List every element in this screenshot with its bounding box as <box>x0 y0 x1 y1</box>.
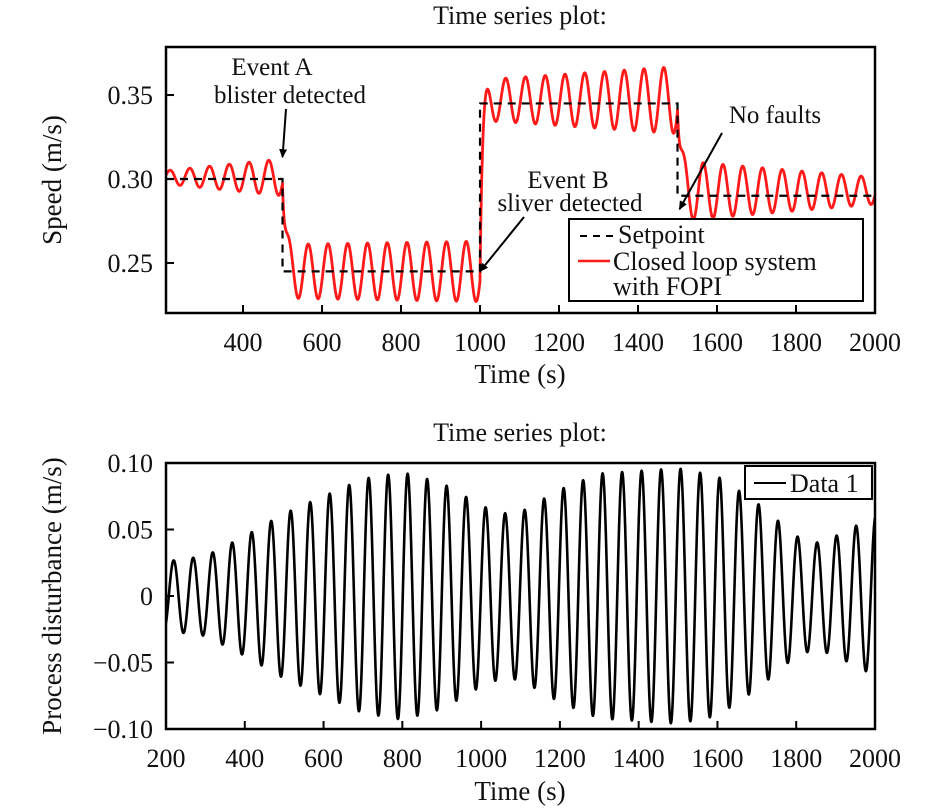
speed-plot-frame <box>164 45 877 315</box>
disturbance-y-tick-label: 0.10 <box>108 449 154 478</box>
annotation-event-a-text: blister detected <box>214 82 367 109</box>
legend-closed-loop-label-line1: Closed loop system <box>613 247 817 276</box>
annotation-event-a-text: Event A <box>231 54 312 81</box>
speed-legend-box <box>568 218 864 302</box>
disturbance-chart: Time series plot: Data 1 200 400 600 800 100… <box>37 418 901 806</box>
disturbance-x-tick-label: 1400 <box>613 744 665 773</box>
disturbance-x-tick-label: 200 <box>147 744 186 773</box>
speed-x-tick-label: 800 <box>382 328 421 357</box>
speed-x-tick-label: 1000 <box>454 328 506 357</box>
annotation-event-a-arrow <box>279 108 288 159</box>
speed-y-tick-label: 0.25 <box>108 249 154 278</box>
disturbance-chart-title: Time series plot: <box>433 418 607 447</box>
disturbance-x-tick-label: 400 <box>225 744 264 773</box>
speed-y-tick-label: 0.30 <box>108 165 154 194</box>
setpoint-series-line <box>167 102 874 273</box>
disturbance-x-tick-label: 600 <box>304 744 343 773</box>
disturbance-x-tick-label: 1600 <box>691 744 743 773</box>
disturbance-x-tick-label: 2000 <box>849 744 901 773</box>
speed-x-tick-label: 400 <box>224 328 263 357</box>
disturbance-x-tick-label: 1000 <box>455 744 507 773</box>
disturbance-x-tick-label: 800 <box>383 744 422 773</box>
disturbance-y-tick-label: −0.10 <box>93 715 153 744</box>
annotation-event-b-text: Event B <box>527 167 608 194</box>
speed-x-tick-label: 2000 <box>849 328 901 357</box>
speed-x-axis-label: Time (s) <box>474 359 565 389</box>
disturbance-x-tick-label: 1200 <box>534 744 586 773</box>
speed-y-axis-label: Speed (m/s) <box>37 115 67 245</box>
annotation-event-b-arrow <box>479 216 525 273</box>
annotation-no-faults-arrow <box>678 132 723 211</box>
disturbance-y-tick-label: 0.05 <box>108 516 154 545</box>
annotation-event-b-text: sliver detected <box>497 190 643 217</box>
speed-y-tick-label: 0.35 <box>108 81 154 110</box>
legend-closed-loop-label-line2: with FOPI <box>613 272 722 301</box>
disturbance-y-tick-label: 0 <box>140 582 153 611</box>
disturbance-x-axis-label: Time (s) <box>474 776 565 806</box>
speed-x-tick-label: 1200 <box>533 328 585 357</box>
annotation-no-faults-text: No faults <box>729 102 821 129</box>
speed-x-tick-label: 1400 <box>612 328 664 357</box>
speed-x-tick-label: 1600 <box>691 328 743 357</box>
data1-series-line <box>167 467 874 725</box>
disturbance-legend: Data 1 <box>744 465 873 500</box>
speed-legend: Setpoint Closed loop system with FOPI <box>568 218 864 302</box>
speed-x-tick-label: 1800 <box>770 328 822 357</box>
closed-loop-series-line <box>167 66 874 303</box>
speed-chart-title: Time series plot: <box>433 1 607 30</box>
disturbance-x-tick-label: 1800 <box>770 744 822 773</box>
legend-setpoint-label: Setpoint <box>618 220 705 249</box>
speed-x-tick-label: 600 <box>303 328 342 357</box>
disturbance-y-tick-label: −0.05 <box>93 649 153 678</box>
legend-data1-label: Data 1 <box>790 469 859 498</box>
disturbance-y-axis-label: Process disturbance (m/s) <box>37 457 67 734</box>
